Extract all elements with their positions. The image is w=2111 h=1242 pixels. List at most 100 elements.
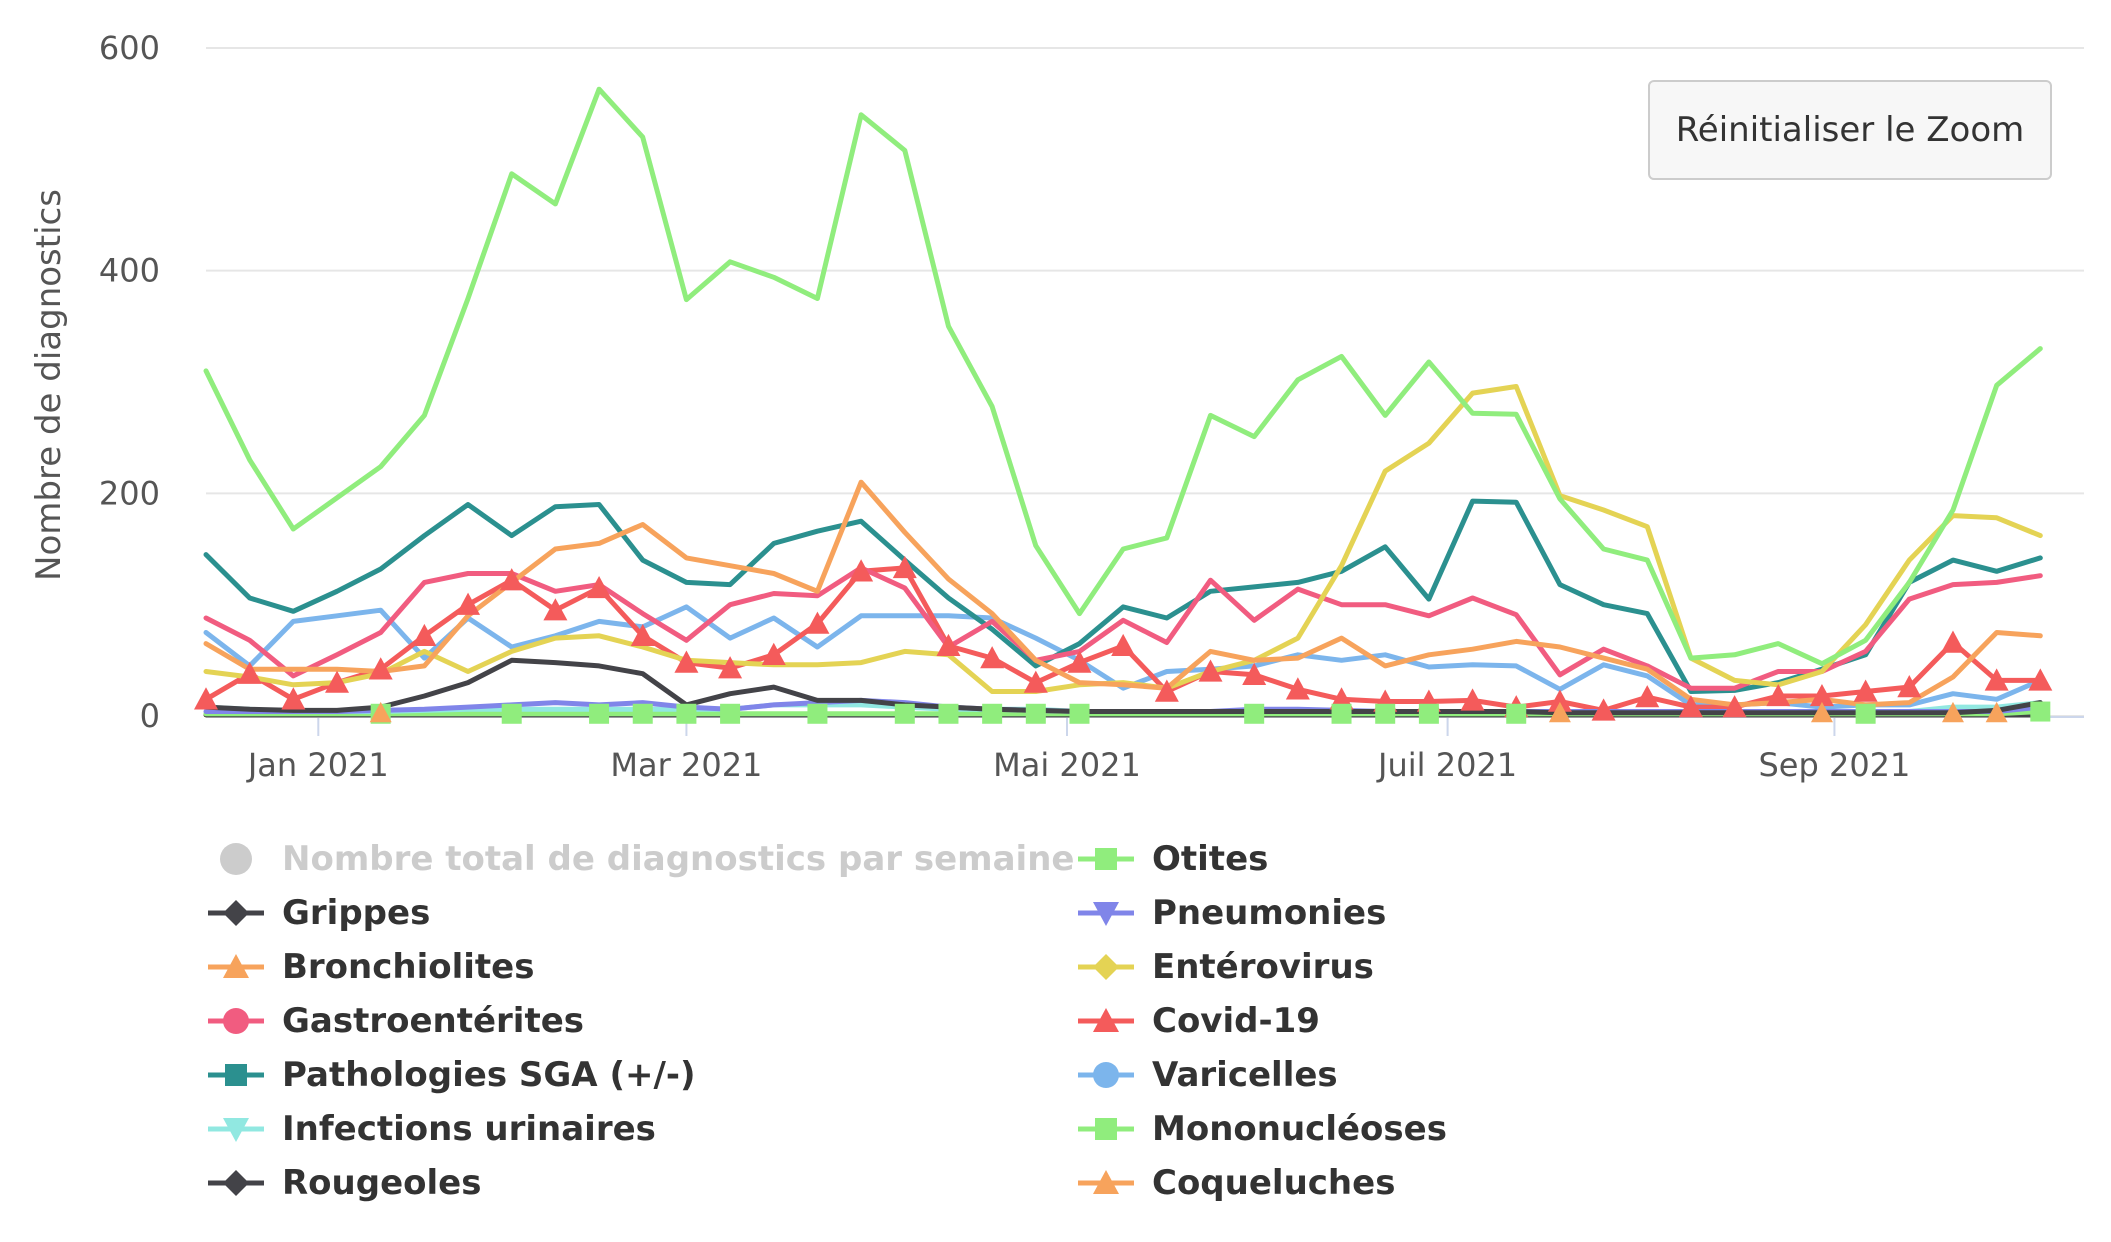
legend-item[interactable]: Pathologies SGA (+/-): [206, 1048, 696, 1102]
legend-item[interactable]: Varicelles: [1076, 1048, 1338, 1102]
data-point-marker[interactable]: [1154, 679, 1179, 702]
data-point-marker[interactable]: [894, 703, 915, 724]
data-point-marker[interactable]: [982, 703, 1003, 724]
data-point-marker[interactable]: [1242, 662, 1267, 686]
data-point-marker[interactable]: [980, 646, 1005, 669]
data-point-marker[interactable]: [892, 555, 917, 579]
data-point-marker[interactable]: [807, 703, 828, 724]
data-point-marker[interactable]: [1984, 668, 2009, 691]
reset-zoom-button[interactable]: Réinitialiser le Zoom: [1648, 80, 2052, 180]
legend-marker[interactable]: [1093, 1170, 1119, 1195]
legend-item[interactable]: Coqueluches: [1076, 1156, 1395, 1210]
legend-marker[interactable]: [1095, 1118, 1117, 1140]
legend-marker[interactable]: [223, 1170, 249, 1196]
data-point-marker[interactable]: [1809, 683, 1834, 707]
data-point-marker[interactable]: [805, 611, 830, 634]
data-point-marker[interactable]: [412, 623, 437, 647]
data-point-marker[interactable]: [369, 701, 392, 723]
data-point-marker[interactable]: [1941, 701, 1964, 723]
data-point-marker[interactable]: [676, 703, 697, 724]
data-point-marker[interactable]: [632, 703, 653, 724]
legend-marker[interactable]: [1093, 901, 1119, 926]
data-point-marker[interactable]: [1244, 703, 1265, 724]
data-point-marker[interactable]: [1766, 683, 1791, 707]
data-point-marker[interactable]: [1198, 659, 1223, 682]
data-point-marker[interactable]: [1940, 630, 1965, 653]
data-point-marker[interactable]: [1506, 703, 1527, 724]
legend-item[interactable]: Entérovirus: [1076, 940, 1374, 994]
legend-marker[interactable]: [1093, 1008, 1119, 1033]
data-point-marker[interactable]: [499, 568, 524, 591]
x-tick-label: Sep 2021: [1758, 746, 1910, 784]
data-point-marker[interactable]: [761, 642, 786, 665]
data-point-marker[interactable]: [2030, 701, 2051, 722]
legend-marker[interactable]: [1095, 848, 1117, 870]
data-point-marker[interactable]: [1810, 701, 1833, 723]
data-point-marker[interactable]: [936, 633, 961, 657]
legend-symbol-icon: [1078, 954, 1134, 980]
data-point-marker[interactable]: [1460, 688, 1485, 711]
data-point-marker[interactable]: [1418, 703, 1439, 724]
data-point-marker[interactable]: [281, 687, 306, 710]
legend-marker[interactable]: [1093, 954, 1119, 980]
series-lines[interactable]: [203, 86, 2043, 718]
data-point-marker[interactable]: [1722, 695, 1747, 718]
legend-marker[interactable]: [223, 954, 249, 979]
legend-item[interactable]: Covid-19: [1076, 994, 1320, 1048]
data-point-marker[interactable]: [1111, 633, 1136, 657]
legend-marker[interactable]: [223, 900, 249, 926]
data-point-marker[interactable]: [1985, 701, 2008, 723]
data-point-marker[interactable]: [2028, 668, 2053, 691]
data-point-marker[interactable]: [1025, 703, 1046, 724]
x-axis-ticks: Jan 2021 Mar 2021 Mai 2021 Juil 2021 Sep 202…: [246, 716, 1910, 784]
legend-item[interactable]: Bronchiolites: [206, 940, 534, 994]
legend-item[interactable]: Gastroentérites: [206, 994, 584, 1048]
series-line-1[interactable]: [203, 86, 2043, 667]
data-point-marker[interactable]: [1635, 685, 1660, 708]
legend-marker[interactable]: [223, 1008, 249, 1034]
data-point-marker[interactable]: [1067, 650, 1092, 673]
legend-item[interactable]: Rougeoles: [206, 1156, 481, 1210]
data-point-marker[interactable]: [720, 703, 741, 724]
legend-item[interactable]: Infections urinaires: [206, 1102, 656, 1156]
legend-item[interactable]: Pneumonies: [1076, 886, 1386, 940]
legend-item[interactable]: Nombre total de diagnostics par semaine: [206, 832, 1074, 886]
data-point-marker[interactable]: [630, 623, 655, 647]
data-point-marker[interactable]: [1591, 698, 1616, 721]
data-point-marker[interactable]: [1023, 670, 1048, 693]
data-point-marker[interactable]: [674, 650, 699, 673]
legend-symbol-icon: [208, 1170, 264, 1196]
legend-marker[interactable]: [220, 843, 252, 875]
data-point-marker[interactable]: [1375, 703, 1396, 724]
legend-marker[interactable]: [225, 1064, 247, 1086]
data-point-marker[interactable]: [368, 657, 393, 680]
series-markers[interactable]: [194, 555, 2053, 724]
legend-marker[interactable]: [223, 1117, 249, 1142]
legend-item[interactable]: Grippes: [206, 886, 430, 940]
legend-label: Infections urinaires: [282, 1109, 656, 1149]
data-point-marker[interactable]: [718, 656, 743, 679]
data-point-marker[interactable]: [543, 598, 568, 621]
data-point-marker[interactable]: [589, 703, 610, 724]
data-point-marker[interactable]: [1285, 677, 1310, 700]
data-point-marker[interactable]: [1855, 703, 1876, 724]
data-point-marker[interactable]: [1678, 695, 1703, 718]
data-point-marker[interactable]: [325, 670, 350, 693]
data-point-marker[interactable]: [1548, 701, 1571, 723]
legend-marker[interactable]: [1093, 1062, 1119, 1088]
data-point-marker[interactable]: [1853, 679, 1878, 702]
data-point-marker[interactable]: [501, 703, 522, 724]
data-point-marker[interactable]: [456, 592, 481, 615]
legend-item[interactable]: Otites: [1076, 832, 1268, 886]
data-point-marker[interactable]: [1069, 703, 1090, 724]
legend-item[interactable]: Mononucléoses: [1076, 1102, 1447, 1156]
data-point-marker[interactable]: [938, 703, 959, 724]
line-chart[interactable]: 0 200 400 600 Jan 2021 Mar 2021 Mai 2021 Juil …: [0, 0, 2111, 830]
data-point-marker[interactable]: [849, 559, 874, 582]
data-point-marker[interactable]: [194, 687, 218, 710]
data-point-marker[interactable]: [1547, 689, 1572, 712]
data-point-marker[interactable]: [1331, 703, 1352, 724]
data-point-marker[interactable]: [1897, 675, 1922, 698]
data-point-marker[interactable]: [237, 661, 262, 684]
data-point-marker[interactable]: [587, 575, 612, 599]
